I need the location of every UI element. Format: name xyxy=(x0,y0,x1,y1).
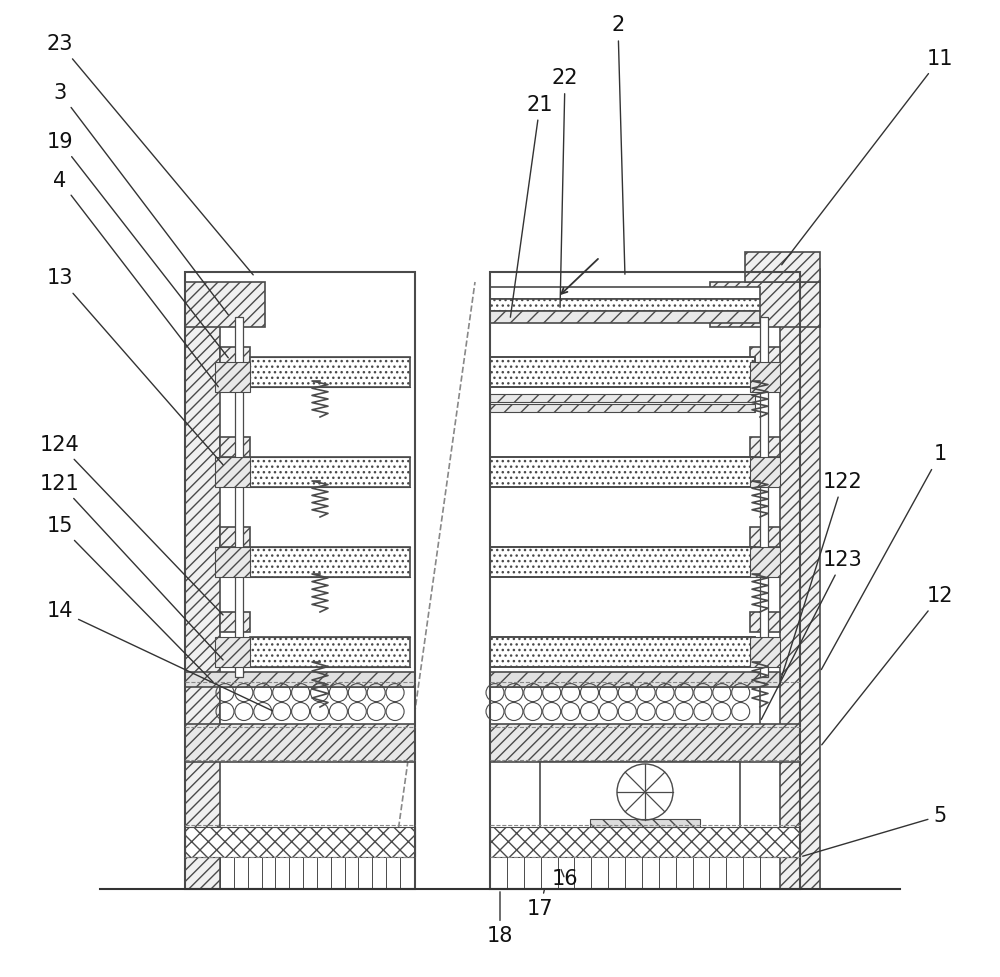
Text: 3: 3 xyxy=(53,83,228,315)
Bar xyxy=(185,272,415,889)
Bar xyxy=(490,457,755,487)
Bar xyxy=(490,827,800,857)
Bar xyxy=(745,252,820,282)
Bar xyxy=(185,672,415,687)
Bar xyxy=(750,437,780,457)
Text: 19: 19 xyxy=(47,132,228,358)
Bar xyxy=(760,317,768,677)
Bar xyxy=(490,547,755,577)
Text: 14: 14 xyxy=(47,601,272,711)
Bar xyxy=(185,827,415,857)
Text: 15: 15 xyxy=(47,516,213,682)
Bar xyxy=(490,672,780,687)
Text: 1: 1 xyxy=(821,445,947,669)
Bar xyxy=(490,299,760,311)
Text: 18: 18 xyxy=(487,892,513,946)
Bar xyxy=(750,347,780,367)
Bar xyxy=(590,819,700,829)
Text: 11: 11 xyxy=(782,49,953,265)
Bar xyxy=(235,317,243,677)
Bar xyxy=(250,547,410,577)
Text: 23: 23 xyxy=(47,34,253,275)
Bar xyxy=(250,637,410,667)
Bar xyxy=(490,724,800,762)
Bar xyxy=(750,612,780,632)
Text: 22: 22 xyxy=(552,68,578,307)
Bar xyxy=(250,357,410,387)
Text: 12: 12 xyxy=(822,586,953,744)
Bar xyxy=(215,637,250,667)
Bar xyxy=(490,857,760,889)
Bar xyxy=(490,311,760,323)
Text: 5: 5 xyxy=(803,806,947,856)
Bar xyxy=(185,309,220,889)
Bar xyxy=(215,457,250,487)
Bar xyxy=(490,357,755,387)
Bar xyxy=(215,547,250,577)
Bar xyxy=(490,287,760,299)
Text: 124: 124 xyxy=(40,435,223,615)
Bar xyxy=(220,437,250,457)
Bar xyxy=(490,457,755,487)
Bar xyxy=(490,394,755,402)
Bar xyxy=(750,457,780,487)
Text: 121: 121 xyxy=(40,474,223,659)
Bar xyxy=(490,637,755,667)
Bar xyxy=(750,527,780,547)
Bar xyxy=(185,724,415,762)
Text: 2: 2 xyxy=(611,16,625,275)
Bar xyxy=(750,547,780,577)
Bar xyxy=(220,612,250,632)
Bar xyxy=(220,857,400,889)
Bar xyxy=(220,347,250,367)
Text: 17: 17 xyxy=(527,890,553,918)
Bar xyxy=(490,637,755,667)
Bar xyxy=(490,687,760,725)
Text: 16: 16 xyxy=(552,870,578,889)
Text: 21: 21 xyxy=(510,95,553,318)
Bar xyxy=(780,269,820,889)
Bar xyxy=(215,362,250,392)
Bar xyxy=(750,362,780,392)
Bar xyxy=(710,282,820,327)
Bar xyxy=(490,357,755,387)
Bar xyxy=(540,762,740,829)
Bar xyxy=(220,527,250,547)
Text: 4: 4 xyxy=(53,171,218,387)
Bar xyxy=(185,282,265,327)
Bar xyxy=(490,272,800,889)
Bar xyxy=(490,547,755,577)
Text: 13: 13 xyxy=(47,269,223,465)
Bar xyxy=(250,457,410,487)
Bar xyxy=(490,404,755,412)
Bar xyxy=(220,687,415,725)
Text: 122: 122 xyxy=(781,472,863,679)
Bar xyxy=(750,637,780,667)
Text: 123: 123 xyxy=(761,550,863,719)
